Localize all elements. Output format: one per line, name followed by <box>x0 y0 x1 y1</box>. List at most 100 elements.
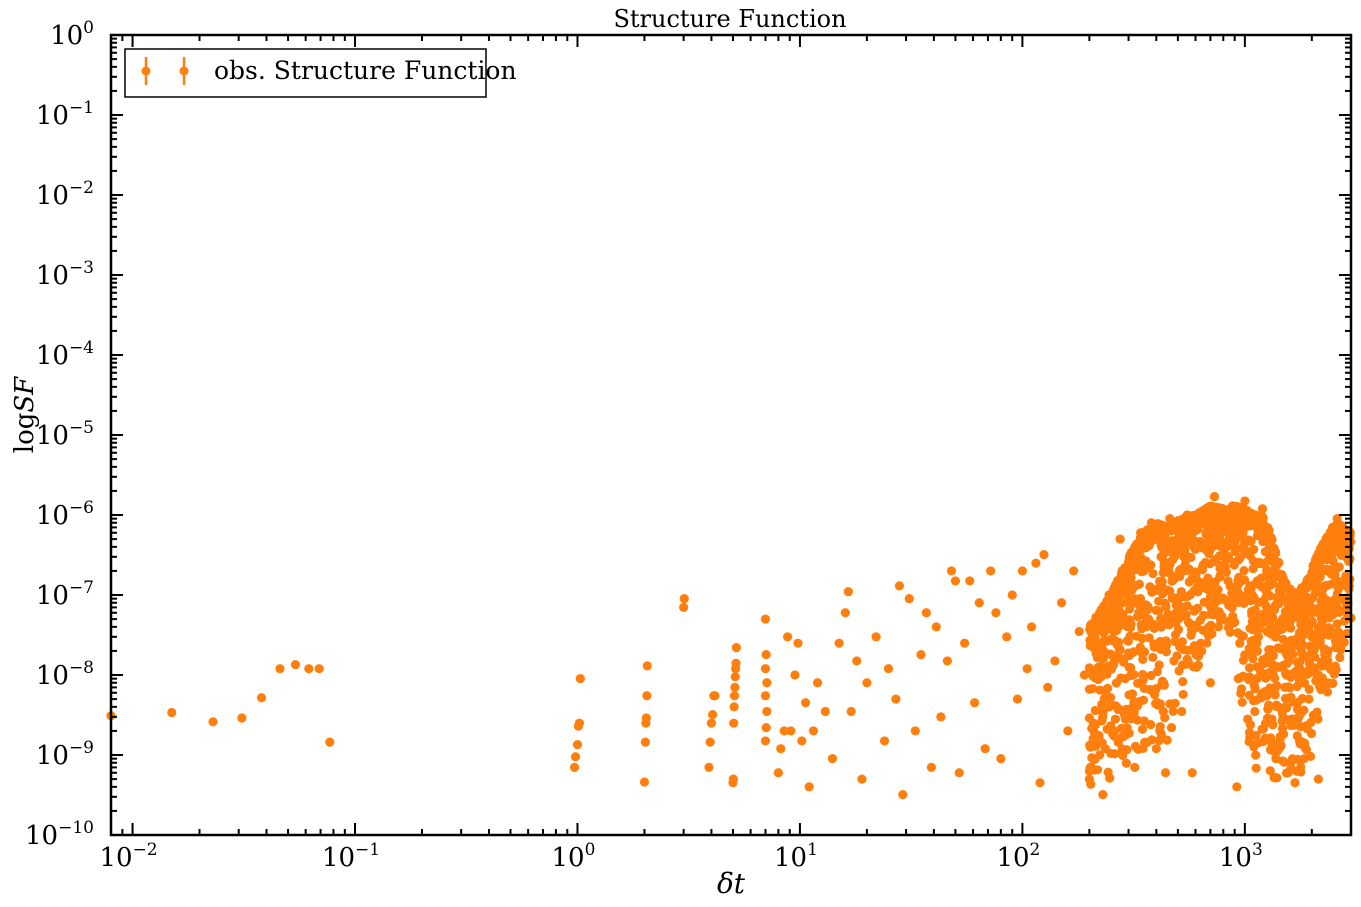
data-point <box>820 706 830 717</box>
data-point-dense <box>1106 699 1116 709</box>
data-point <box>936 712 946 722</box>
data-point-dense <box>1154 735 1164 746</box>
data-point-dense <box>1301 721 1311 731</box>
data-point-dense <box>1220 562 1230 572</box>
data-point-dense <box>1278 614 1288 624</box>
y-tick-label: 10−3 <box>36 258 94 291</box>
data-point-dense <box>1216 615 1226 625</box>
data-point-dense <box>1268 612 1278 623</box>
data-point-dense <box>1148 568 1158 579</box>
data-point <box>290 659 301 670</box>
data-point <box>846 706 856 717</box>
data-point-dense <box>1260 733 1270 743</box>
data-point-dense <box>1250 706 1260 717</box>
data-point-dense <box>1118 732 1128 742</box>
data-point-dense <box>1327 678 1337 689</box>
data-point-dense <box>1227 588 1237 599</box>
data-point-dense <box>1244 736 1254 747</box>
data-point-dense <box>1139 683 1149 694</box>
data-point-dense <box>1130 594 1140 604</box>
data-point-dense <box>1137 567 1147 577</box>
data-point-dense <box>1110 714 1121 724</box>
data-point <box>857 774 867 784</box>
data-point <box>761 723 771 733</box>
data-point-dense <box>1218 593 1228 603</box>
data-point-dense <box>1124 662 1134 672</box>
data-point <box>731 658 741 668</box>
data-point-dense <box>1172 651 1182 661</box>
data-point <box>1056 598 1067 608</box>
data-point <box>642 691 652 701</box>
data-point <box>904 594 914 604</box>
data-point-dense <box>1158 706 1168 716</box>
data-point <box>760 664 771 674</box>
data-point-dense <box>1152 667 1162 677</box>
data-point-dense <box>1109 626 1119 637</box>
data-point <box>574 718 584 728</box>
data-point-dense <box>1106 721 1116 731</box>
data-point-dense <box>1148 652 1158 662</box>
data-point <box>916 649 926 660</box>
data-point-dense <box>1265 683 1275 693</box>
data-point-dense <box>1310 663 1320 673</box>
data-point <box>898 789 908 800</box>
data-point <box>970 698 980 708</box>
data-point-dense <box>1119 617 1129 628</box>
data-point <box>706 718 717 728</box>
data-point-dense <box>1178 534 1189 545</box>
y-tick-label: 10−8 <box>36 658 94 691</box>
data-point-dense <box>1129 670 1139 680</box>
data-point <box>840 608 850 618</box>
data-point-dense <box>1244 647 1255 657</box>
data-point <box>167 707 177 718</box>
data-point-dense <box>1109 585 1119 595</box>
chart-title: Structure Function <box>613 5 846 33</box>
data-point-dense <box>1187 528 1198 538</box>
data-point-dense <box>1295 739 1305 749</box>
data-point-dense <box>1248 564 1258 574</box>
data-point-dense <box>1324 552 1334 562</box>
data-point-dense <box>1304 579 1315 589</box>
data-point <box>812 678 823 688</box>
x-tick-label: 102 <box>996 840 1040 873</box>
data-point-dense <box>1270 690 1280 700</box>
data-point-dense <box>1194 649 1204 659</box>
data-point <box>1205 678 1215 688</box>
data-point <box>797 736 807 746</box>
data-point <box>705 737 715 747</box>
data-point-dense <box>1309 645 1319 655</box>
data-point-dense <box>1091 618 1101 628</box>
data-point-dense <box>1247 519 1257 529</box>
data-point-dense <box>1189 641 1200 651</box>
data-point-dense <box>1330 601 1340 611</box>
data-point <box>891 694 901 704</box>
data-point-dense <box>1263 556 1273 566</box>
data-point-dense <box>1344 580 1354 591</box>
data-point <box>843 587 853 597</box>
data-point-dense <box>1270 547 1280 557</box>
data-point-dense <box>1178 677 1188 687</box>
data-point-dense <box>1246 536 1256 546</box>
data-point <box>862 678 872 688</box>
data-point-dense <box>1097 716 1107 726</box>
data-point-dense <box>1142 605 1153 615</box>
data-point-dense <box>1127 689 1138 699</box>
data-point-dense <box>1205 545 1215 556</box>
data-point-dense <box>1258 724 1269 734</box>
data-point-dense <box>1233 628 1243 638</box>
data-point-dense <box>1139 647 1150 657</box>
data-point <box>642 661 652 671</box>
data-point-dense <box>1327 569 1337 579</box>
data-point-dense <box>1305 600 1315 610</box>
data-point-dense <box>1137 724 1148 734</box>
data-point-dense <box>1255 523 1265 533</box>
legend-marker-icon <box>141 57 189 85</box>
data-point-dense <box>1284 600 1294 610</box>
data-point-dense <box>1287 754 1298 764</box>
x-tick-label: 101 <box>774 840 818 873</box>
data-point <box>761 649 771 660</box>
data-point-dense <box>1278 756 1288 766</box>
data-point-dense <box>1203 630 1213 640</box>
data-point-dense <box>1095 750 1105 760</box>
data-point <box>991 608 1001 618</box>
